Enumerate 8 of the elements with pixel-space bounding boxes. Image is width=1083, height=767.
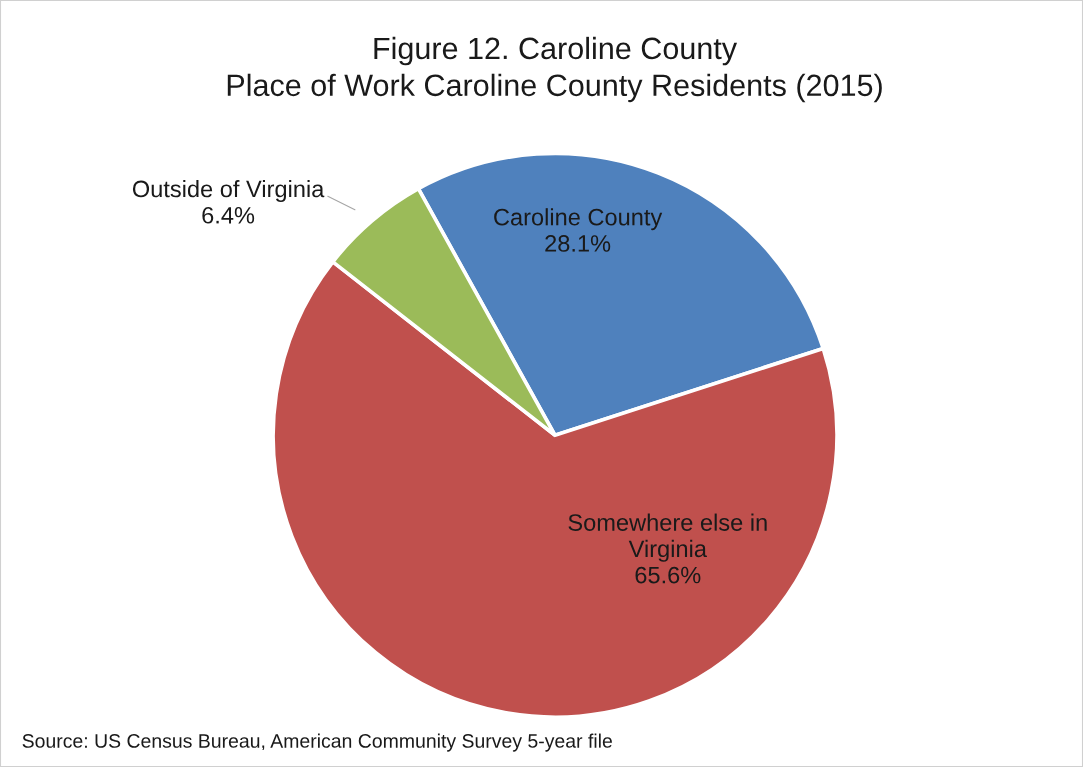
chart-title: Figure 12. Caroline County Place of Work Caroline County Residents (2015) <box>227 36 882 103</box>
slice-label: Outside of Virginia <box>132 179 325 202</box>
data-label: 28.1% <box>545 235 611 252</box>
data-label: 6.4% <box>202 206 255 224</box>
data-label: 65.6% <box>635 566 701 584</box>
slice-label: Somewhere else in Virginia <box>568 513 767 562</box>
slice-label: Caroline County <box>494 208 663 231</box>
source-note: Source: US Census Bureau, American Community Survey 5-year file <box>22 733 612 752</box>
